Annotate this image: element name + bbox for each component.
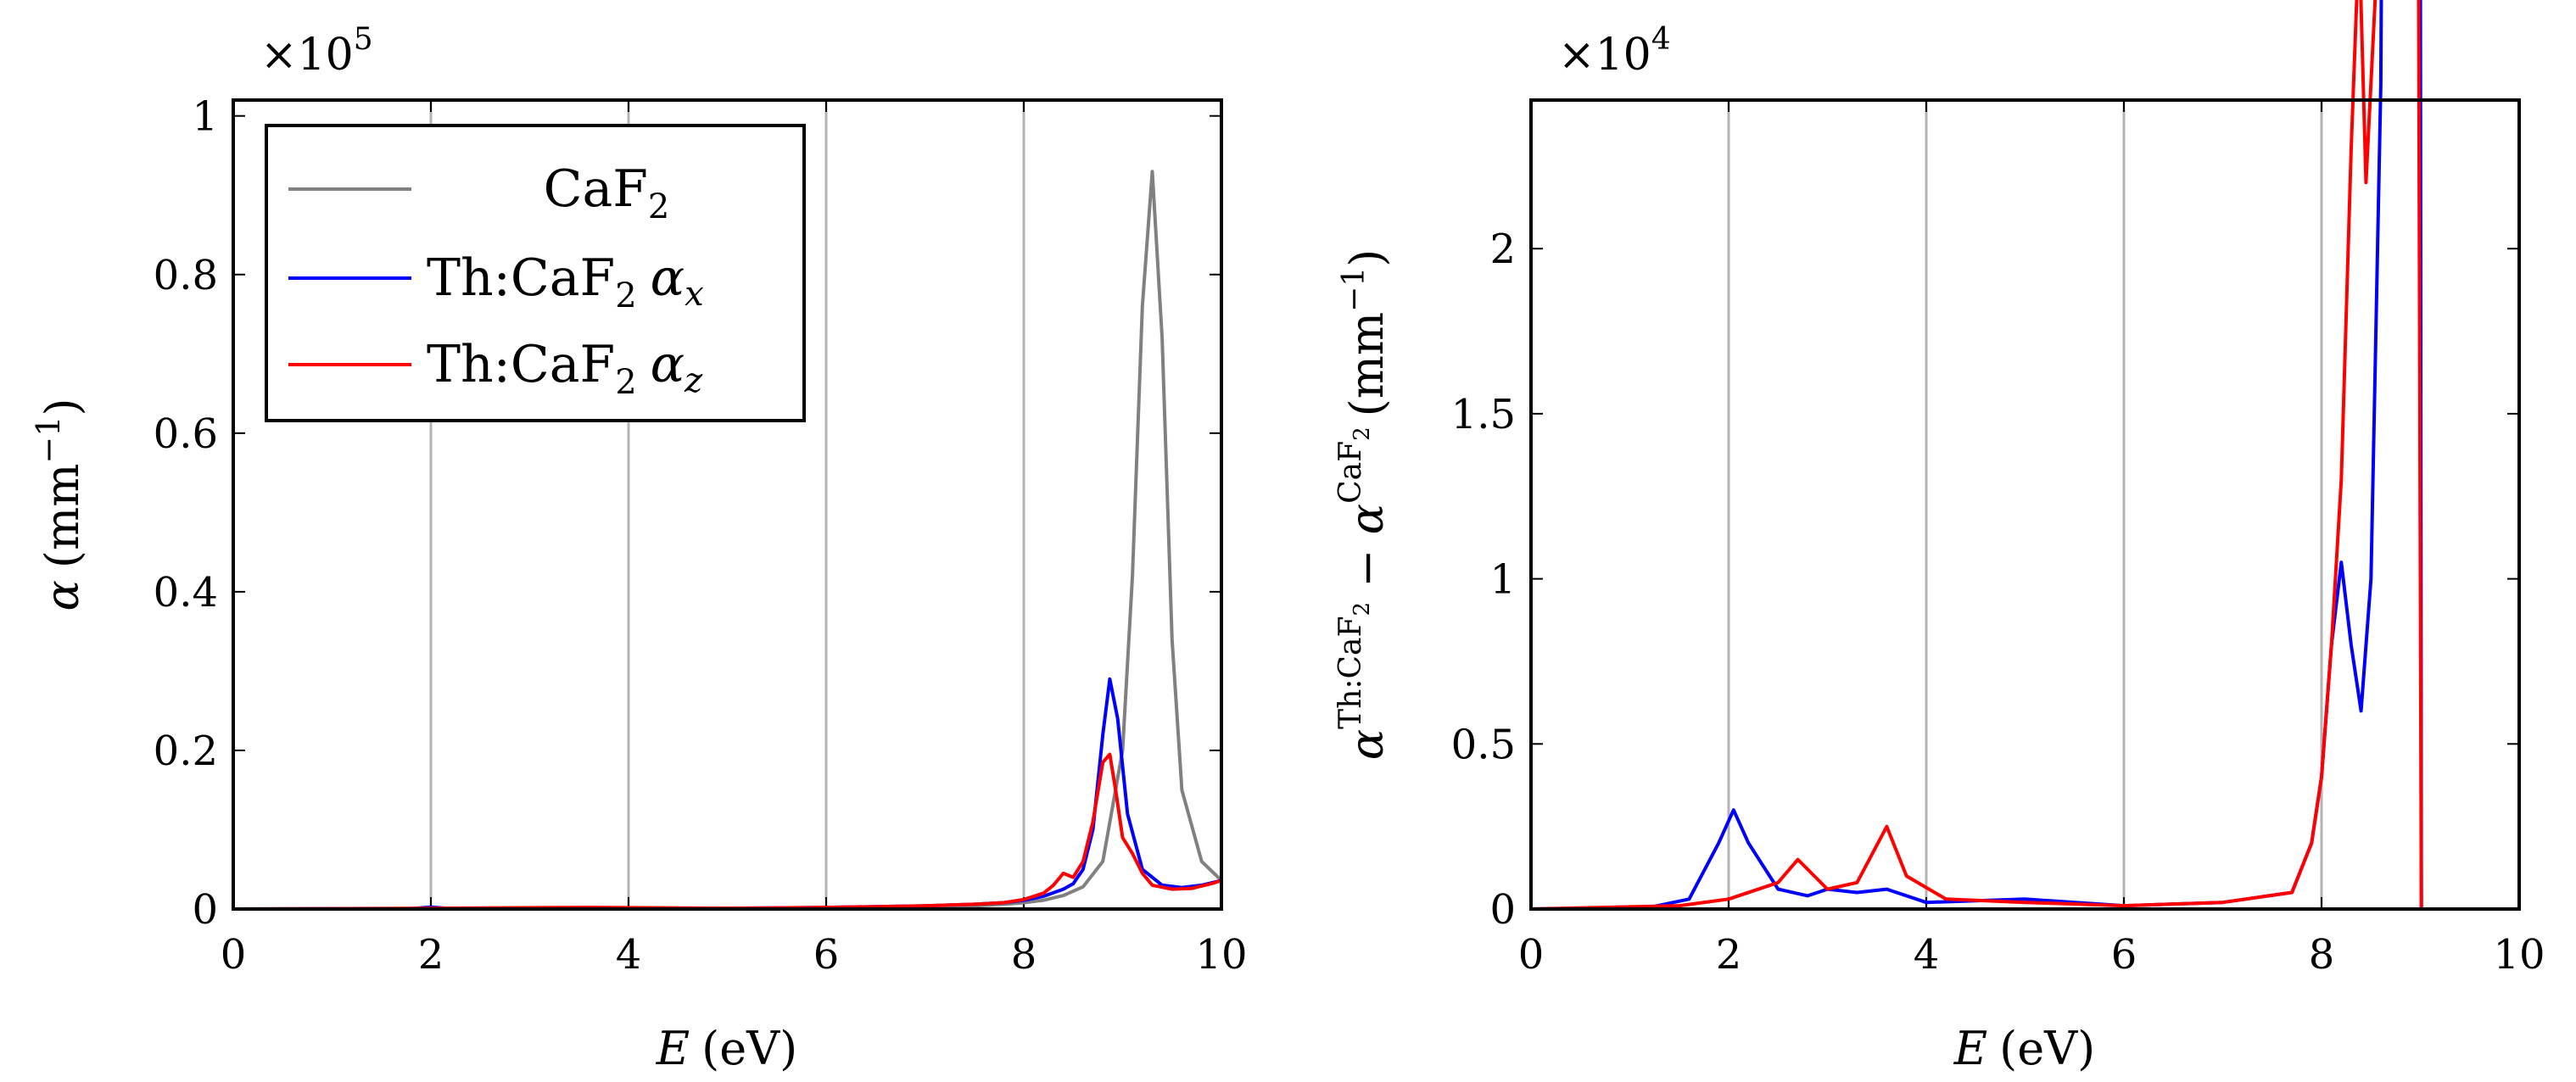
x-axis-title: E (eV) xyxy=(656,1022,798,1075)
y-tick-label-1.5: 1.5 xyxy=(1451,391,1516,438)
x-tick-labels: 0 2 4 6 8 10 xyxy=(221,931,1248,979)
panel-left: 0 2 4 6 8 10 0 0.2 0.4 0.6 0.8 1 ×105 E (eV) α(mm−1… xyxy=(30,22,1248,1075)
y-tick-label-0.4: 0.4 xyxy=(154,569,218,616)
y-tick-label-0.6: 0.6 xyxy=(154,410,218,458)
multiplier-label: ×104 xyxy=(1558,22,1671,81)
x-tick-label-10: 10 xyxy=(1195,931,1247,979)
y-tick-label-1: 1 xyxy=(192,93,218,141)
legend-box xyxy=(265,124,806,422)
y-tick-label-0.5: 0.5 xyxy=(1451,721,1516,768)
series-line-0 xyxy=(1529,0,2423,911)
x-tick-label-10: 10 xyxy=(2493,931,2545,979)
legend-label-ax: Th:CaF2 αx xyxy=(427,248,704,315)
legend-label-caf2: CaF2 xyxy=(544,159,670,226)
x-tick-labels: 0 2 4 6 8 10 xyxy=(1518,931,2545,979)
series-lines xyxy=(1529,0,2423,911)
y-tick-label-2: 2 xyxy=(1489,226,1516,273)
panel-right: 0 2 4 6 8 10 0 0.5 1 1.5 2 ×104 E (eV) αTh:CaF2 − … xyxy=(1333,0,2545,1075)
x-tick-label-2: 2 xyxy=(418,931,444,979)
x-axis-title: E (eV) xyxy=(1953,1022,2096,1075)
x-tick-label-6: 6 xyxy=(813,931,840,979)
y-tick-label-0.8: 0.8 xyxy=(154,252,218,299)
x-tick-label-0: 0 xyxy=(221,931,247,979)
series-line-2 xyxy=(232,752,1223,911)
y-axis-title: αTh:CaF2 − αCaF2(mm−1) xyxy=(1333,249,1394,761)
x-tick-label-2: 2 xyxy=(1716,931,1742,979)
y-tick-labels: 0 0.2 0.4 0.6 0.8 1 xyxy=(154,93,218,934)
x-tick-label-6: 6 xyxy=(2111,931,2137,979)
series-line-1 xyxy=(1529,0,2423,911)
y-axis-title: α(mm−1) xyxy=(30,398,89,611)
y-tick-label-0: 0 xyxy=(192,886,218,934)
plot-frame xyxy=(232,98,1223,911)
y-tick-label-1: 1 xyxy=(1489,556,1516,604)
y-tick-labels: 0 0.5 1 1.5 2 xyxy=(1451,226,1516,934)
x-tick-label-8: 8 xyxy=(1011,931,1037,979)
grid-lines xyxy=(1727,100,2323,909)
y-tick-label-0.2: 0.2 xyxy=(154,728,218,775)
multiplier-label: ×105 xyxy=(260,22,373,81)
legend-entry-th-caf2-ax: Th:CaF2 αx xyxy=(288,248,704,315)
y-tick-label-0: 0 xyxy=(1489,886,1516,934)
legend-entry-th-caf2-az: Th:CaF2 αz xyxy=(288,335,703,402)
legend: CaF2 Th:CaF2 αx Th:CaF2 αz xyxy=(265,124,806,422)
legend-label-az: Th:CaF2 αz xyxy=(427,335,703,402)
x-tick-label-0: 0 xyxy=(1518,931,1545,979)
plot-frame xyxy=(1529,98,2521,911)
x-tick-label-8: 8 xyxy=(2309,931,2335,979)
x-tick-label-4: 4 xyxy=(616,931,642,979)
legend-entry-caf2: CaF2 xyxy=(288,159,669,226)
x-tick-label-4: 4 xyxy=(1914,931,1940,979)
